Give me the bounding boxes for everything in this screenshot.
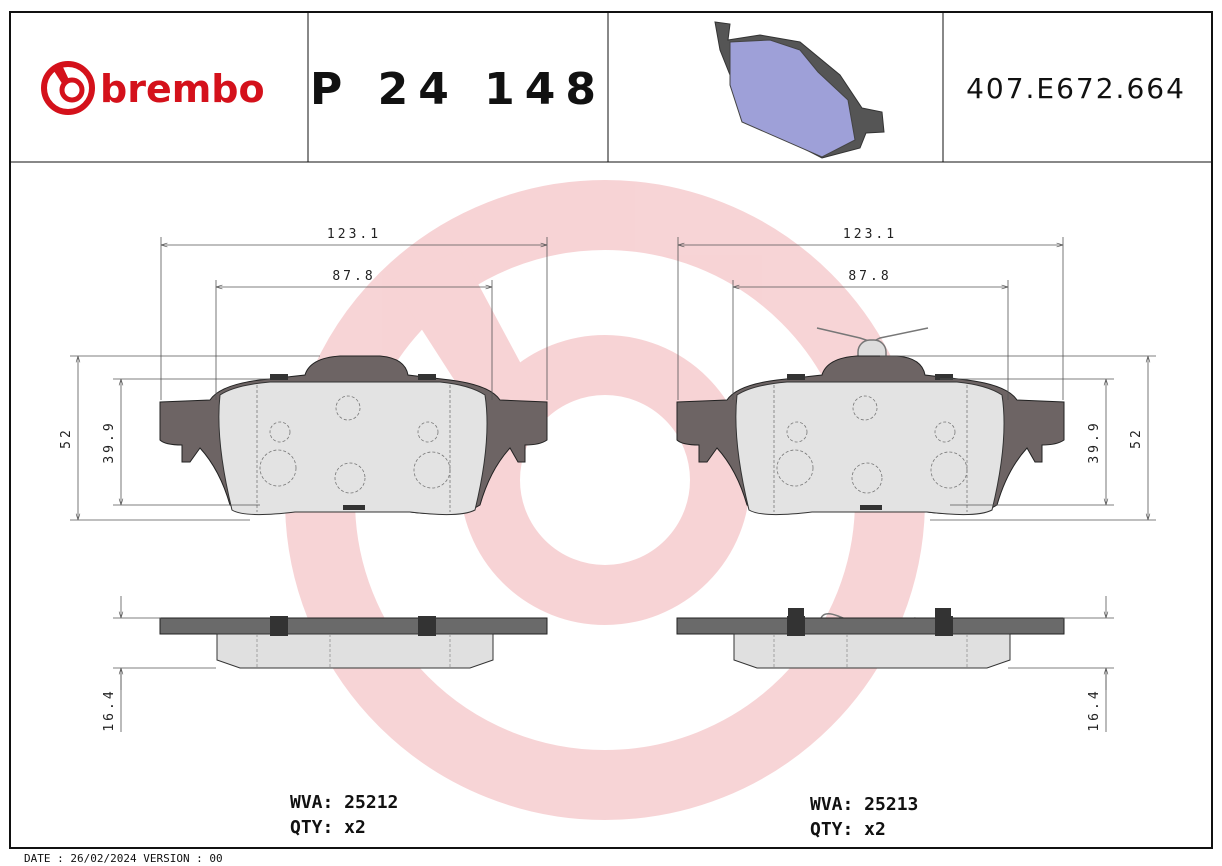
- pad-side-view: [676, 615, 1065, 669]
- dimension-label: 52: [1129, 427, 1144, 449]
- wva-number: WVA: 25212: [290, 792, 398, 813]
- dimension-label: 16.4: [102, 688, 117, 731]
- dimension-label: 39.9: [102, 420, 117, 463]
- dimension-label: 39.9: [1087, 420, 1102, 463]
- footer: DATE : 26/02/2024 VERSION : 00: [24, 852, 223, 865]
- part-number: P 24 148: [310, 64, 606, 115]
- dimension-lines: [70, 237, 548, 732]
- dimension-label: 123.1: [327, 227, 381, 242]
- clip: [788, 608, 804, 618]
- brand-name: brembo: [100, 67, 265, 111]
- clip: [935, 608, 951, 618]
- dimension-label: 123.1: [843, 227, 897, 242]
- dimension-lines: [677, 237, 1156, 732]
- dimension-label: 52: [59, 427, 74, 449]
- product-image: [714, 21, 885, 159]
- quantity: QTY: x2: [810, 819, 886, 840]
- wva-number: WVA: 25213: [810, 794, 918, 815]
- dimension-label: 87.8: [848, 269, 891, 284]
- quantity: QTY: x2: [290, 817, 366, 838]
- dimension-label: 16.4: [1087, 688, 1102, 731]
- brand-logo: brembo: [41, 61, 265, 115]
- pad-side-view: [159, 615, 548, 669]
- reference-code: 407.E672.664: [966, 72, 1186, 105]
- dimension-label: 87.8: [332, 269, 375, 284]
